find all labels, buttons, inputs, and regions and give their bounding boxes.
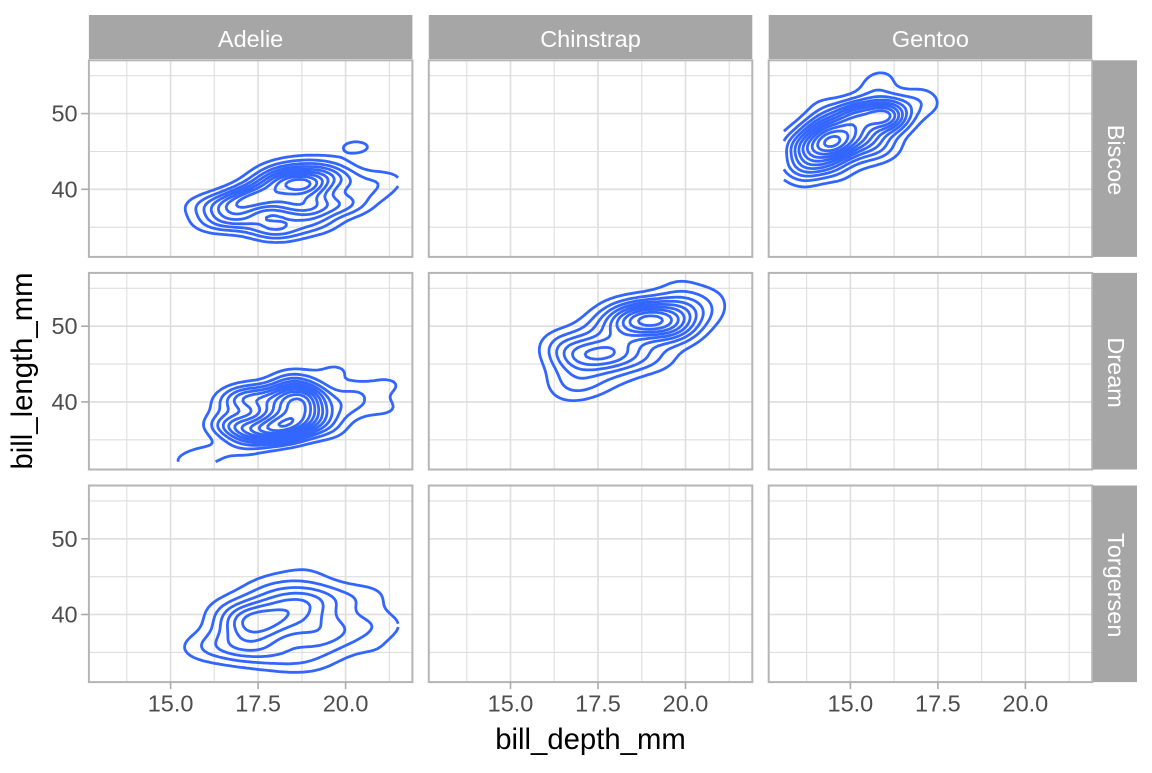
svg-text:40: 40 <box>51 176 77 202</box>
svg-text:17.5: 17.5 <box>915 691 961 717</box>
svg-text:bill_depth_mm: bill_depth_mm <box>495 723 686 756</box>
svg-text:17.5: 17.5 <box>235 691 281 717</box>
svg-text:Torgersen: Torgersen <box>1103 533 1129 638</box>
svg-text:15.0: 15.0 <box>488 691 534 717</box>
svg-text:17.5: 17.5 <box>575 691 621 717</box>
svg-text:Dream: Dream <box>1103 337 1129 408</box>
svg-text:Adelie: Adelie <box>218 26 283 52</box>
svg-text:bill_length_mm: bill_length_mm <box>6 272 39 469</box>
svg-text:Biscoe: Biscoe <box>1103 125 1129 196</box>
svg-text:15.0: 15.0 <box>828 691 874 717</box>
svg-text:40: 40 <box>51 389 77 415</box>
svg-text:50: 50 <box>51 101 77 127</box>
svg-text:50: 50 <box>51 313 77 339</box>
svg-text:20.0: 20.0 <box>323 691 369 717</box>
svg-text:20.0: 20.0 <box>1003 691 1049 717</box>
svg-text:50: 50 <box>51 526 77 552</box>
svg-text:15.0: 15.0 <box>148 691 194 717</box>
svg-text:Chinstrap: Chinstrap <box>540 26 641 52</box>
svg-text:Gentoo: Gentoo <box>892 26 969 52</box>
svg-text:20.0: 20.0 <box>663 691 709 717</box>
svg-text:40: 40 <box>51 602 77 628</box>
